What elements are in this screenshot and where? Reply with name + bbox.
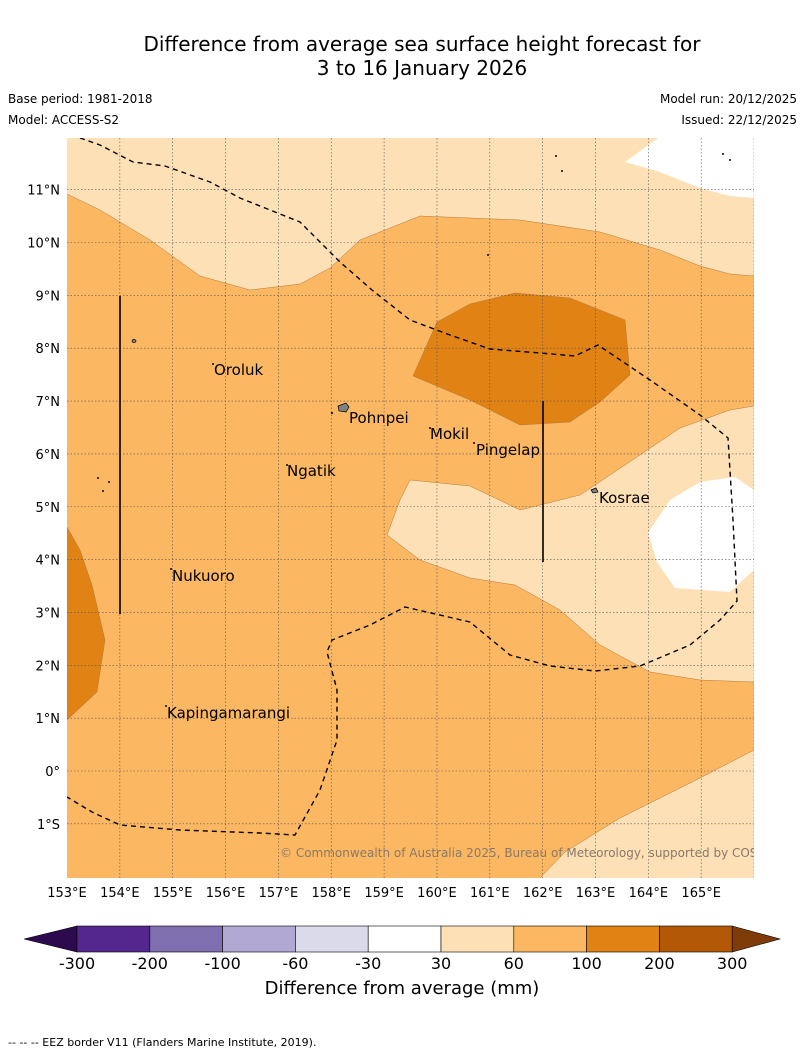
longitude-tick-label: 156°E xyxy=(206,886,246,901)
colorbar-tick-label: -100 xyxy=(204,954,241,973)
longitude-tick-label: 163°E xyxy=(576,886,616,901)
colorbar-title: Difference from average (mm) xyxy=(264,978,540,999)
pingelap-islet xyxy=(472,441,476,445)
islands xyxy=(96,152,732,708)
longitude-tick-label: 159°E xyxy=(364,886,404,901)
latitude-tick-label: 6°N xyxy=(36,448,61,463)
colorbar-segment xyxy=(367,925,442,953)
colorbar-tick-label: 200 xyxy=(644,954,675,973)
longitude-tick-label: 158°E xyxy=(311,886,351,901)
label-nukuoro: Nukuoro xyxy=(172,567,235,585)
colorbar xyxy=(23,925,782,953)
model-run: Model run: 20/12/2025 xyxy=(659,92,797,106)
colorbar-under-arrow xyxy=(23,925,78,953)
anomaly-30-60-north xyxy=(67,138,754,290)
label-kapingamarangi: Kapingamarangi xyxy=(167,704,290,722)
longitude-tick-label: 161°E xyxy=(470,886,510,901)
colorbar-segment xyxy=(440,925,515,953)
anomaly-100-200-central xyxy=(413,293,630,425)
latitude-labels: 11°N 10°N 9°N 8°N 7°N 6°N 5°N 4°N 3°N 2°N 1°N 0° 1°S xyxy=(27,184,60,833)
colorbar-segment xyxy=(222,925,296,953)
kapingamarangi-islet xyxy=(164,704,168,708)
colorbar-segment xyxy=(513,925,587,953)
latitude-tick-label: 1°S xyxy=(37,818,60,833)
colorbar-tick-label: 100 xyxy=(571,954,602,973)
label-pohnpei: Pohnpei xyxy=(349,409,409,427)
label-kosrae: Kosrae xyxy=(599,489,650,507)
latitude-tick-label: 10°N xyxy=(27,237,60,252)
colorbar-tick-label: 30 xyxy=(430,954,452,973)
latitude-tick-label: 2°N xyxy=(36,659,61,674)
model-name: Model: ACCESS-S2 xyxy=(8,113,120,127)
ngatik-islet xyxy=(285,463,289,467)
colorbar-tick-label: 60 xyxy=(503,954,524,973)
islet xyxy=(728,158,732,162)
latitude-tick-label: 3°N xyxy=(36,606,61,621)
colorbar-tick-label: 300 xyxy=(716,954,748,973)
copyright-notice: © Commonwealth of Australia 2025, Bureau… xyxy=(280,846,785,860)
islet xyxy=(96,476,100,480)
base-period: Base period: 1981-2018 xyxy=(8,92,153,106)
colorbar-segment xyxy=(295,925,369,953)
eez-footnote: -- -- -- EEZ border V11 (Flanders Marine… xyxy=(8,1036,317,1049)
colorbar-segment xyxy=(659,925,733,953)
latitude-tick-label: 5°N xyxy=(36,501,61,516)
longitude-tick-label: 153°E xyxy=(47,886,87,901)
latitude-tick-label: 8°N xyxy=(36,342,61,357)
title-line-2: 3 to 16 January 2026 xyxy=(316,56,528,80)
small-island-west xyxy=(131,339,137,343)
islet xyxy=(560,169,564,173)
latitude-tick-label: 9°N xyxy=(36,289,61,304)
colorbar-segment xyxy=(76,925,151,953)
latitude-tick-label: 4°N xyxy=(36,554,61,569)
anomaly-near-zero-northeast xyxy=(625,138,754,198)
chart-title: Difference from average sea surface heig… xyxy=(0,32,804,80)
islet xyxy=(330,411,334,415)
colorbar-tick-label: -200 xyxy=(131,954,168,973)
latitude-tick-label: 1°N xyxy=(36,712,61,727)
label-pingelap: Pingelap xyxy=(476,441,540,459)
colorbar-over-arrow xyxy=(731,925,782,953)
nukuoro-islet xyxy=(169,567,173,571)
oroluk-islet xyxy=(211,362,215,366)
colorbar-segment xyxy=(149,925,223,953)
longitude-tick-label: 164°E xyxy=(629,886,669,901)
anomaly-100-200-west xyxy=(67,527,105,720)
eez-border xyxy=(67,138,738,836)
colorbar-tick-label: -300 xyxy=(58,954,96,973)
colorbar-segment xyxy=(586,925,660,953)
islet xyxy=(101,489,105,493)
label-oroluk: Oroluk xyxy=(214,361,263,379)
longitude-tick-label: 154°E xyxy=(100,886,140,901)
islet xyxy=(107,480,111,484)
label-ngatik: Ngatik xyxy=(287,462,336,480)
label-mokil: Mokil xyxy=(430,425,469,443)
pohnpei-island xyxy=(337,402,350,413)
anomaly-30-60-southeast xyxy=(540,750,754,878)
contour-lines xyxy=(67,193,754,878)
longitude-tick-label: 160°E xyxy=(417,886,457,901)
colorbar-tick-label: -30 xyxy=(355,954,382,973)
mokil-islet xyxy=(428,426,432,430)
longitude-tick-label: 162°E xyxy=(523,886,563,901)
longitude-labels: 153°E 154°E 155°E 156°E 157°E 158°E 159°E 160°E… xyxy=(47,886,721,901)
anomaly-30-60-east xyxy=(387,406,754,682)
latitude-tick-label: 11°N xyxy=(27,184,60,199)
latitude-tick-label: 0° xyxy=(45,765,60,780)
place-labels: Oroluk Pohnpei Mokil Pingelap Ngatik Kos… xyxy=(167,361,650,722)
islet xyxy=(486,253,490,257)
map-field: Oroluk Pohnpei Mokil Pingelap Ngatik Kos… xyxy=(67,138,785,878)
islet xyxy=(721,152,725,156)
longitude-tick-label: 155°E xyxy=(153,886,193,901)
latitude-tick-label: 7°N xyxy=(36,395,61,410)
longitude-tick-label: 165°E xyxy=(681,886,721,901)
longitude-tick-label: 157°E xyxy=(259,886,299,901)
issued-date: Issued: 22/12/2025 xyxy=(681,113,797,127)
title-line-1: Difference from average sea surface heig… xyxy=(143,32,701,56)
kosrae-island xyxy=(590,487,599,494)
graticule xyxy=(67,138,754,878)
colorbar-tick-label: -60 xyxy=(282,954,309,973)
islet xyxy=(554,154,558,158)
